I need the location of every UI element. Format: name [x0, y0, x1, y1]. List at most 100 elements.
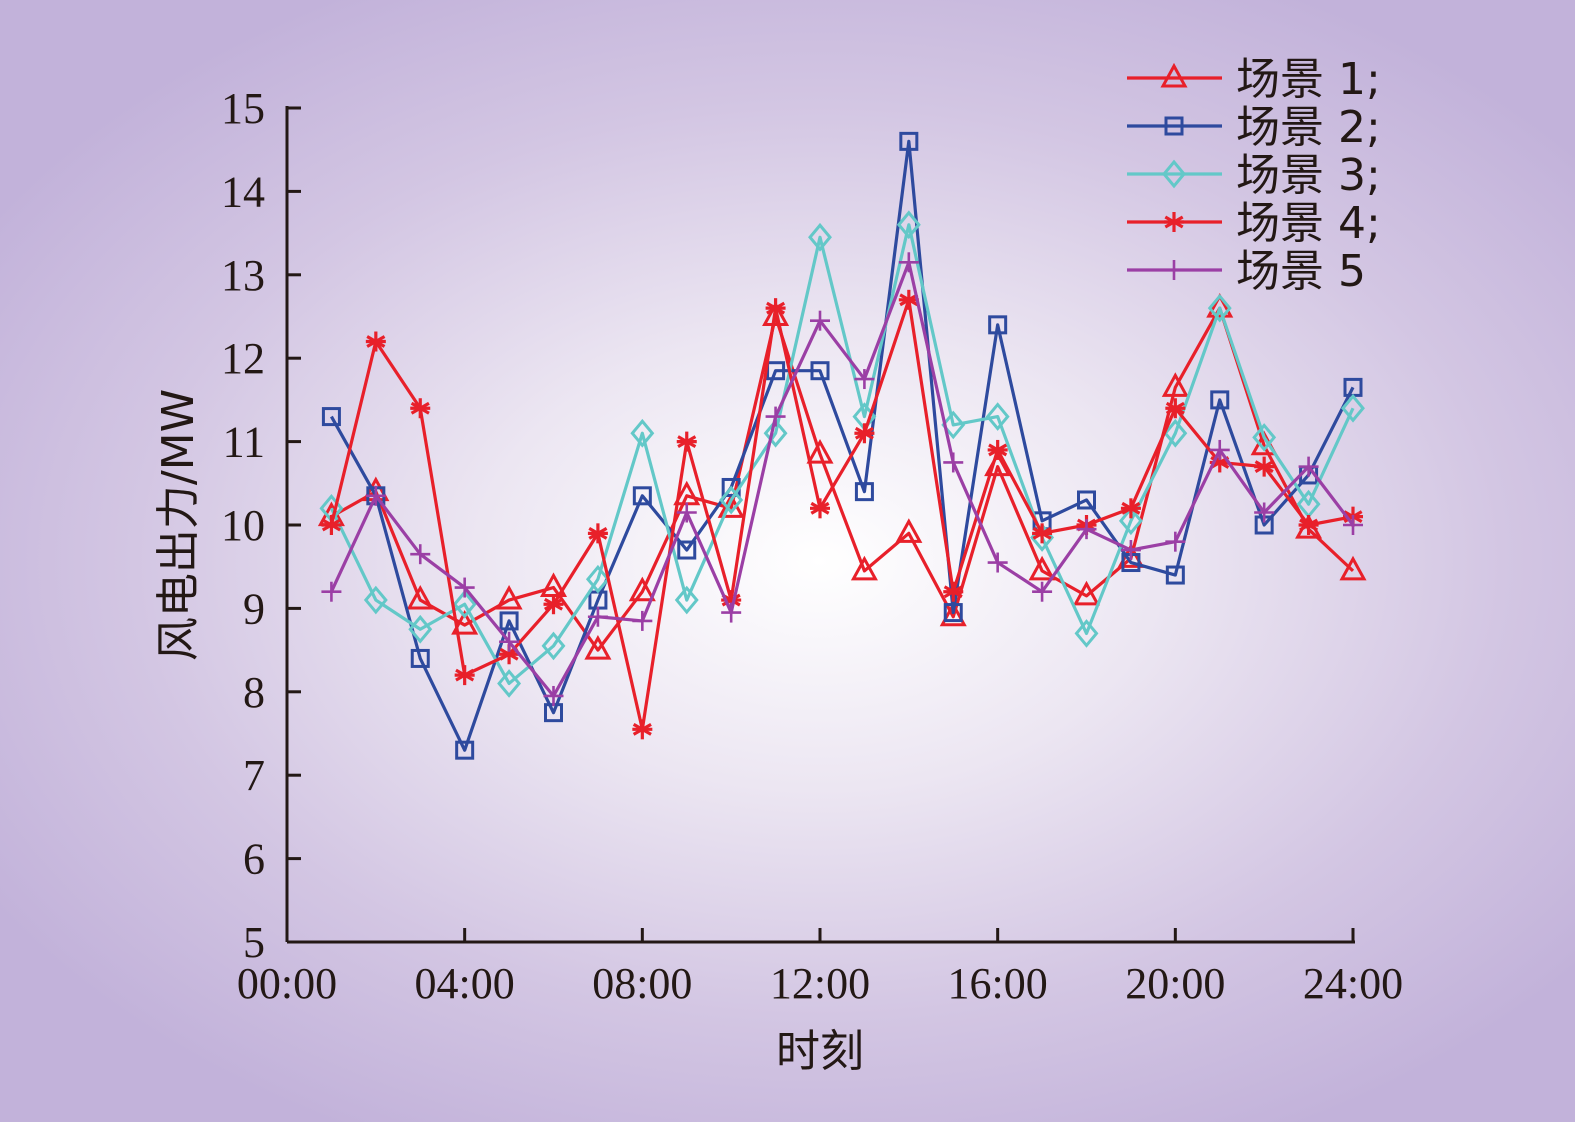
x-tick-label: 00:00 [237, 959, 337, 1008]
series-5-point [765, 406, 786, 427]
legend-item-3: 场景 3; [1127, 150, 1381, 201]
series-2-point [1210, 390, 1230, 410]
series-5-point [898, 252, 919, 273]
series-4-point [854, 423, 875, 444]
series-3-point [719, 485, 744, 515]
series-1-point [495, 584, 523, 610]
series-3-point [1074, 619, 1099, 648]
series-1-point [895, 518, 923, 543]
series-3-point [763, 418, 788, 448]
series-5-point [410, 544, 431, 565]
legend-item-4: 场景 4; [1127, 198, 1381, 249]
series-3-point [985, 402, 1010, 431]
series-5-point [1343, 515, 1363, 535]
series-1-point [850, 555, 878, 581]
y-tick-label: 14 [221, 167, 265, 216]
legend-marker [1160, 62, 1188, 88]
legend-label: 场景 2; [1236, 102, 1381, 153]
series-4-point [987, 439, 1008, 460]
series-5-point [1076, 519, 1097, 540]
series-2-point [321, 407, 341, 427]
series-1-point [584, 634, 612, 660]
series-3-point [452, 589, 477, 619]
series-5-point [365, 485, 386, 506]
legend-label: 场景 4; [1236, 198, 1381, 249]
series-5-point [499, 631, 520, 652]
series-2-point [1077, 490, 1096, 510]
series-5-point [1298, 456, 1319, 477]
series-1-point [1339, 555, 1367, 581]
y-axis-title: 风电出力/MW [153, 389, 204, 661]
legend-marker [1164, 116, 1184, 136]
series-2-point [455, 740, 475, 760]
series-4-point [410, 398, 431, 419]
series-5-point [1120, 540, 1141, 561]
series-3-point [497, 669, 522, 698]
series-4-point [898, 289, 919, 310]
series-1-point [1072, 580, 1101, 606]
series-3-point [630, 418, 655, 448]
series-5-point [454, 577, 475, 598]
x-tick-label: 04:00 [415, 959, 515, 1008]
y-tick-label: 15 [221, 84, 265, 133]
series-4-point [765, 298, 786, 319]
series-4-point [587, 523, 608, 544]
series-4 [321, 289, 1363, 740]
y-tick-label: 6 [243, 835, 265, 884]
series-5-point [1209, 439, 1230, 460]
series-5-point [721, 602, 742, 623]
series-4-point [810, 498, 830, 519]
x-axis-title: 时刻 [776, 1026, 864, 1077]
y-axis-ticks: 5 6 7 8 9 10 11 12 13 14 15 [221, 84, 301, 967]
series-4-point [543, 594, 564, 615]
y-tick-label: 10 [221, 501, 265, 550]
series-5 [321, 252, 1363, 706]
x-tick-label: 12:00 [770, 959, 870, 1008]
series-layer [317, 131, 1367, 760]
x-axis-ticks: 00:00 04:00 08:00 12:00 16:00 20:00 24:00 [237, 928, 1403, 1008]
series-4-point [943, 581, 964, 602]
series-1-point [451, 609, 479, 635]
series-1-point [939, 601, 967, 627]
series-4-point [632, 719, 653, 740]
series-2-line [330, 139, 1355, 752]
y-tick-label: 12 [221, 334, 265, 383]
series-5-point [810, 310, 830, 331]
series-3-point [1207, 293, 1232, 323]
series-5-point [943, 452, 964, 473]
series-1-point [1161, 372, 1189, 397]
series-2-point [854, 482, 874, 502]
series-1-point [406, 584, 434, 610]
series-1-point [628, 576, 656, 602]
series-2-point [943, 603, 963, 623]
series-5-point [1165, 531, 1186, 552]
y-tick-label: 8 [243, 668, 265, 717]
series-4-point [321, 515, 342, 535]
series-4-point [454, 665, 475, 686]
series-2-point [899, 131, 919, 151]
series-4-point [1298, 515, 1319, 535]
series-2-point [810, 361, 830, 381]
series-2-point [632, 486, 652, 506]
x-tick-label: 16:00 [948, 959, 1048, 1008]
y-tick-label: 11 [223, 418, 265, 467]
series-5-point [587, 606, 608, 627]
legend-item-5: 场景 5 [1127, 246, 1366, 297]
series-4-point [1120, 498, 1141, 519]
series-3-point [1252, 423, 1277, 452]
series-3-point [941, 410, 966, 440]
series-1-point [806, 438, 834, 464]
series-3-point [1118, 506, 1143, 536]
legend-label: 场景 1; [1236, 54, 1381, 105]
series-5-point [632, 610, 653, 631]
series-3-point [674, 585, 699, 615]
series-5-line [329, 260, 1355, 698]
series-4-point [1032, 523, 1053, 544]
x-tick-label: 24:00 [1303, 959, 1403, 1008]
y-tick-label: 5 [243, 918, 265, 967]
series-5-point [543, 685, 564, 706]
series-4-point [676, 431, 697, 452]
legend: 场景 1;场景 2;场景 3;场景 4;场景 5 [1127, 54, 1381, 297]
series-2-point [410, 648, 430, 668]
